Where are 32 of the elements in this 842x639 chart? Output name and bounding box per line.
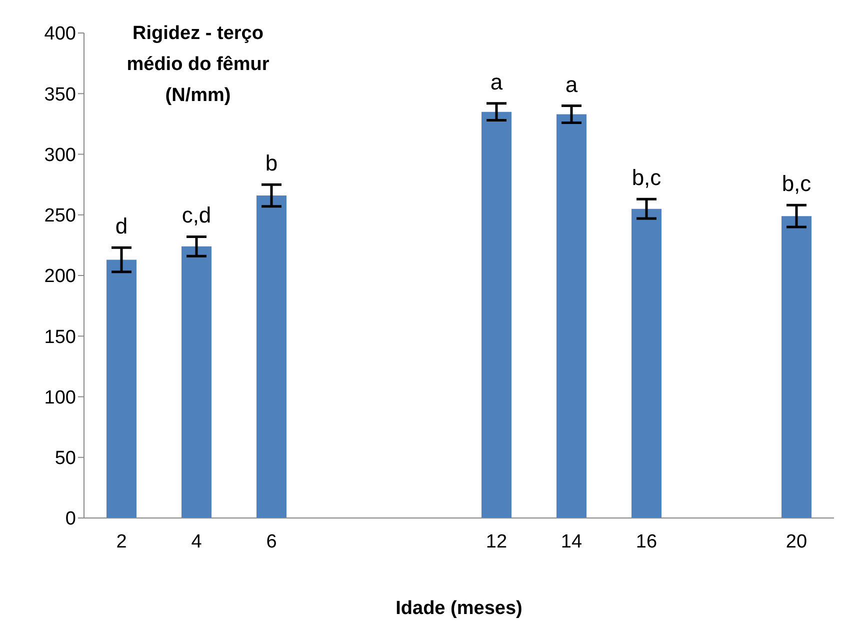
- x-tick-label: 4: [191, 531, 202, 552]
- annotation: c,d: [182, 202, 212, 228]
- x-tick-label: 16: [636, 531, 658, 552]
- x-tick-label: 6: [266, 531, 277, 552]
- bar: [632, 208, 662, 518]
- bar: [556, 114, 586, 518]
- annotation: b,c: [632, 165, 662, 190]
- bar: [782, 216, 812, 518]
- annotation: d: [115, 214, 128, 239]
- bar: [482, 112, 512, 518]
- y-tick-label: 200: [44, 266, 76, 288]
- x-axis-title: Idade (meses): [394, 598, 524, 620]
- annotation: a: [490, 69, 504, 94]
- bar: [182, 246, 212, 518]
- x-tick-label: 20: [786, 531, 808, 552]
- x-tick-label: 12: [486, 531, 508, 552]
- y-tick-label: 350: [44, 84, 76, 106]
- annotation: b,c: [782, 171, 812, 196]
- bar: [256, 195, 286, 518]
- y-tick-label: 50: [54, 448, 76, 470]
- annotation: b: [265, 150, 278, 176]
- y-tick-label: 250: [44, 206, 76, 227]
- y-tick-label: 100: [44, 387, 76, 408]
- y-tick-label: 400: [44, 24, 76, 45]
- annotation: a: [565, 72, 578, 97]
- x-tick-label: 14: [560, 531, 582, 552]
- text: Rigidez - terço médio do fêmur (N/mm): [126, 22, 270, 108]
- y-tick-label: 300: [44, 144, 76, 166]
- y-tick-label: 0: [65, 508, 76, 530]
- bar: [106, 260, 136, 518]
- x-tick-label: 2: [116, 531, 127, 552]
- y-tick-label: 150: [44, 326, 76, 348]
